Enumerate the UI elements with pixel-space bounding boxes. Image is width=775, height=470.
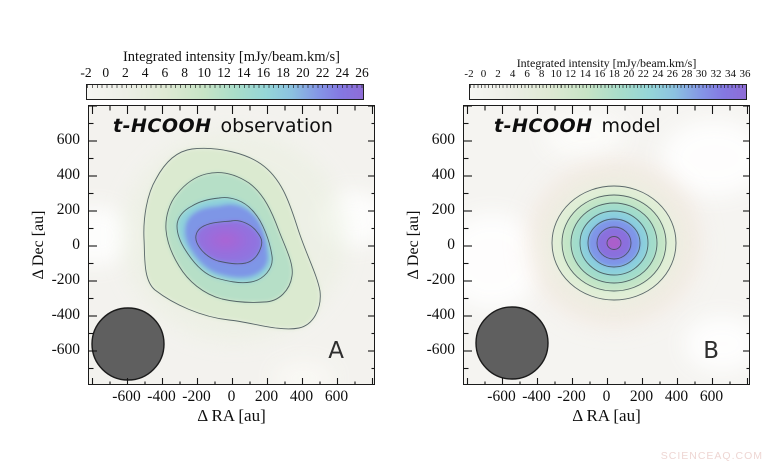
colorbar-tick-label: 4 <box>509 68 516 80</box>
colorbar-tick-label: 24 <box>335 65 350 80</box>
x-axis-label-observation: Δ RA [au] <box>197 406 266 425</box>
molecule-name: t-HCOOH <box>113 115 212 137</box>
contour-map-observation <box>89 106 374 384</box>
x-tick-label: 600 <box>699 388 724 405</box>
colorbar-tick-label: 10 <box>550 68 562 80</box>
panel-kind: observation <box>220 115 333 137</box>
y-tick-label: 0 <box>72 236 80 253</box>
colorbar-tick-label: 24 <box>652 68 664 80</box>
colorbar-tick-label: 30 <box>695 68 707 80</box>
contour-lines <box>551 185 677 301</box>
panel-letter-b: B <box>703 338 719 364</box>
y-tick-label: -600 <box>51 341 80 358</box>
axis-ticks-observation <box>89 106 374 384</box>
colorbar-tick-label: 22 <box>637 68 649 80</box>
watermark: SCIENCEAQ.COM <box>660 450 763 462</box>
y-tick-label: 200 <box>56 201 80 218</box>
y-tick-label: 200 <box>431 201 455 218</box>
x-tick-label: -600 <box>487 388 516 405</box>
colorbar-tick-label: -2 <box>464 68 474 80</box>
contour-fills <box>552 186 676 300</box>
x-tick-label: -600 <box>112 388 141 405</box>
contour-fills <box>143 148 321 329</box>
x-tick-label: 600 <box>324 388 349 405</box>
molecule-name: t-HCOOH <box>494 115 593 137</box>
colorbar-tick-label: 6 <box>161 65 169 80</box>
colorbar-tick-label: 2 <box>495 68 501 80</box>
x-tick-label: -200 <box>557 388 586 405</box>
background-halos <box>464 114 749 372</box>
colorbar-tick-label: 36 <box>739 68 751 80</box>
colorbar-tick-label: 18 <box>276 65 290 80</box>
colorbar-tick-label: 26 <box>355 65 369 80</box>
colorbar-observation <box>86 84 364 100</box>
panel-kind: model <box>601 115 661 137</box>
colorbar-tick-label: 14 <box>579 68 591 80</box>
x-tick-label: 400 <box>664 388 689 405</box>
contour-map-model <box>464 106 749 384</box>
colorbar-tick-label: 26 <box>666 68 678 80</box>
colorbar-tick-label: 2 <box>122 65 129 80</box>
plot-area-observation: t-HCOOH observation A <box>88 105 375 385</box>
axis-ticks-model <box>464 106 749 384</box>
x-tick-label: 200 <box>629 388 654 405</box>
y-tick-label: -600 <box>426 341 455 358</box>
colorbar-tick-label: 16 <box>594 68 606 80</box>
y-tick-label: 400 <box>431 166 455 183</box>
x-tick-label: -400 <box>522 388 551 405</box>
panel-title-model: t-HCOOH model <box>494 115 661 138</box>
colorbar-tick-label: -2 <box>80 65 92 80</box>
plot-area-model: t-HCOOH model B <box>463 105 750 385</box>
colorbar-tick-label: 18 <box>608 68 620 80</box>
beam-circle-observation <box>91 307 165 381</box>
x-tick-label: -200 <box>182 388 211 405</box>
colorbar-title-model: Integrated intensity [mJy/beam.km/s] <box>516 56 697 70</box>
colorbar-tick-label: 28 <box>681 68 693 80</box>
colorbar-tick-label: 12 <box>565 68 577 80</box>
colorbar-tick-label: 8 <box>538 68 545 80</box>
colorbar-tick-label: 8 <box>181 65 188 80</box>
colorbar-tick-label: 20 <box>623 68 635 80</box>
y-tick-label: 400 <box>56 166 80 183</box>
y-tick-label: 600 <box>56 131 80 148</box>
x-tick-label: -400 <box>147 388 176 405</box>
colorbar-tick-label: 12 <box>217 65 231 80</box>
y-tick-label: -400 <box>426 306 455 323</box>
colorbar-tick-label: 32 <box>710 68 722 80</box>
contour-lines <box>143 147 321 330</box>
colorbar-tick-label: 14 <box>236 65 251 80</box>
colorbar-tick-label: 6 <box>524 68 530 80</box>
x-tick-label: 0 <box>602 388 611 405</box>
panel-letter-a: A <box>328 338 344 364</box>
colorbar-tick-label: 4 <box>141 65 149 80</box>
x-tick-label: 0 <box>227 388 236 405</box>
x-tick-label: 200 <box>254 388 279 405</box>
colorbar-tick-label: 22 <box>315 65 330 80</box>
y-tick-label: -200 <box>51 271 80 288</box>
colorbar-title-observation: Integrated intensity [mJy/beam.km/s] <box>122 49 341 65</box>
colorbar-tick-label: 20 <box>296 65 310 80</box>
x-axis-label-model: Δ RA [au] <box>572 406 641 425</box>
colorbar-tick-label: 16 <box>256 65 271 80</box>
colorbar-tick-label: 0 <box>102 65 110 80</box>
x-tick-label: 400 <box>289 388 314 405</box>
y-tick-label: 600 <box>431 131 455 148</box>
colorbar-tick-label: 34 <box>724 68 736 80</box>
colorbar-tick-label: 10 <box>197 65 212 80</box>
colorbar-model <box>469 84 747 100</box>
beam-circle-model <box>475 306 549 380</box>
panel-title-observation: t-HCOOH observation <box>113 115 333 138</box>
y-tick-label: -200 <box>426 271 455 288</box>
y-tick-label: -400 <box>51 306 80 323</box>
colorbar-tick-label: 0 <box>480 68 487 80</box>
y-tick-label: 0 <box>447 236 455 253</box>
